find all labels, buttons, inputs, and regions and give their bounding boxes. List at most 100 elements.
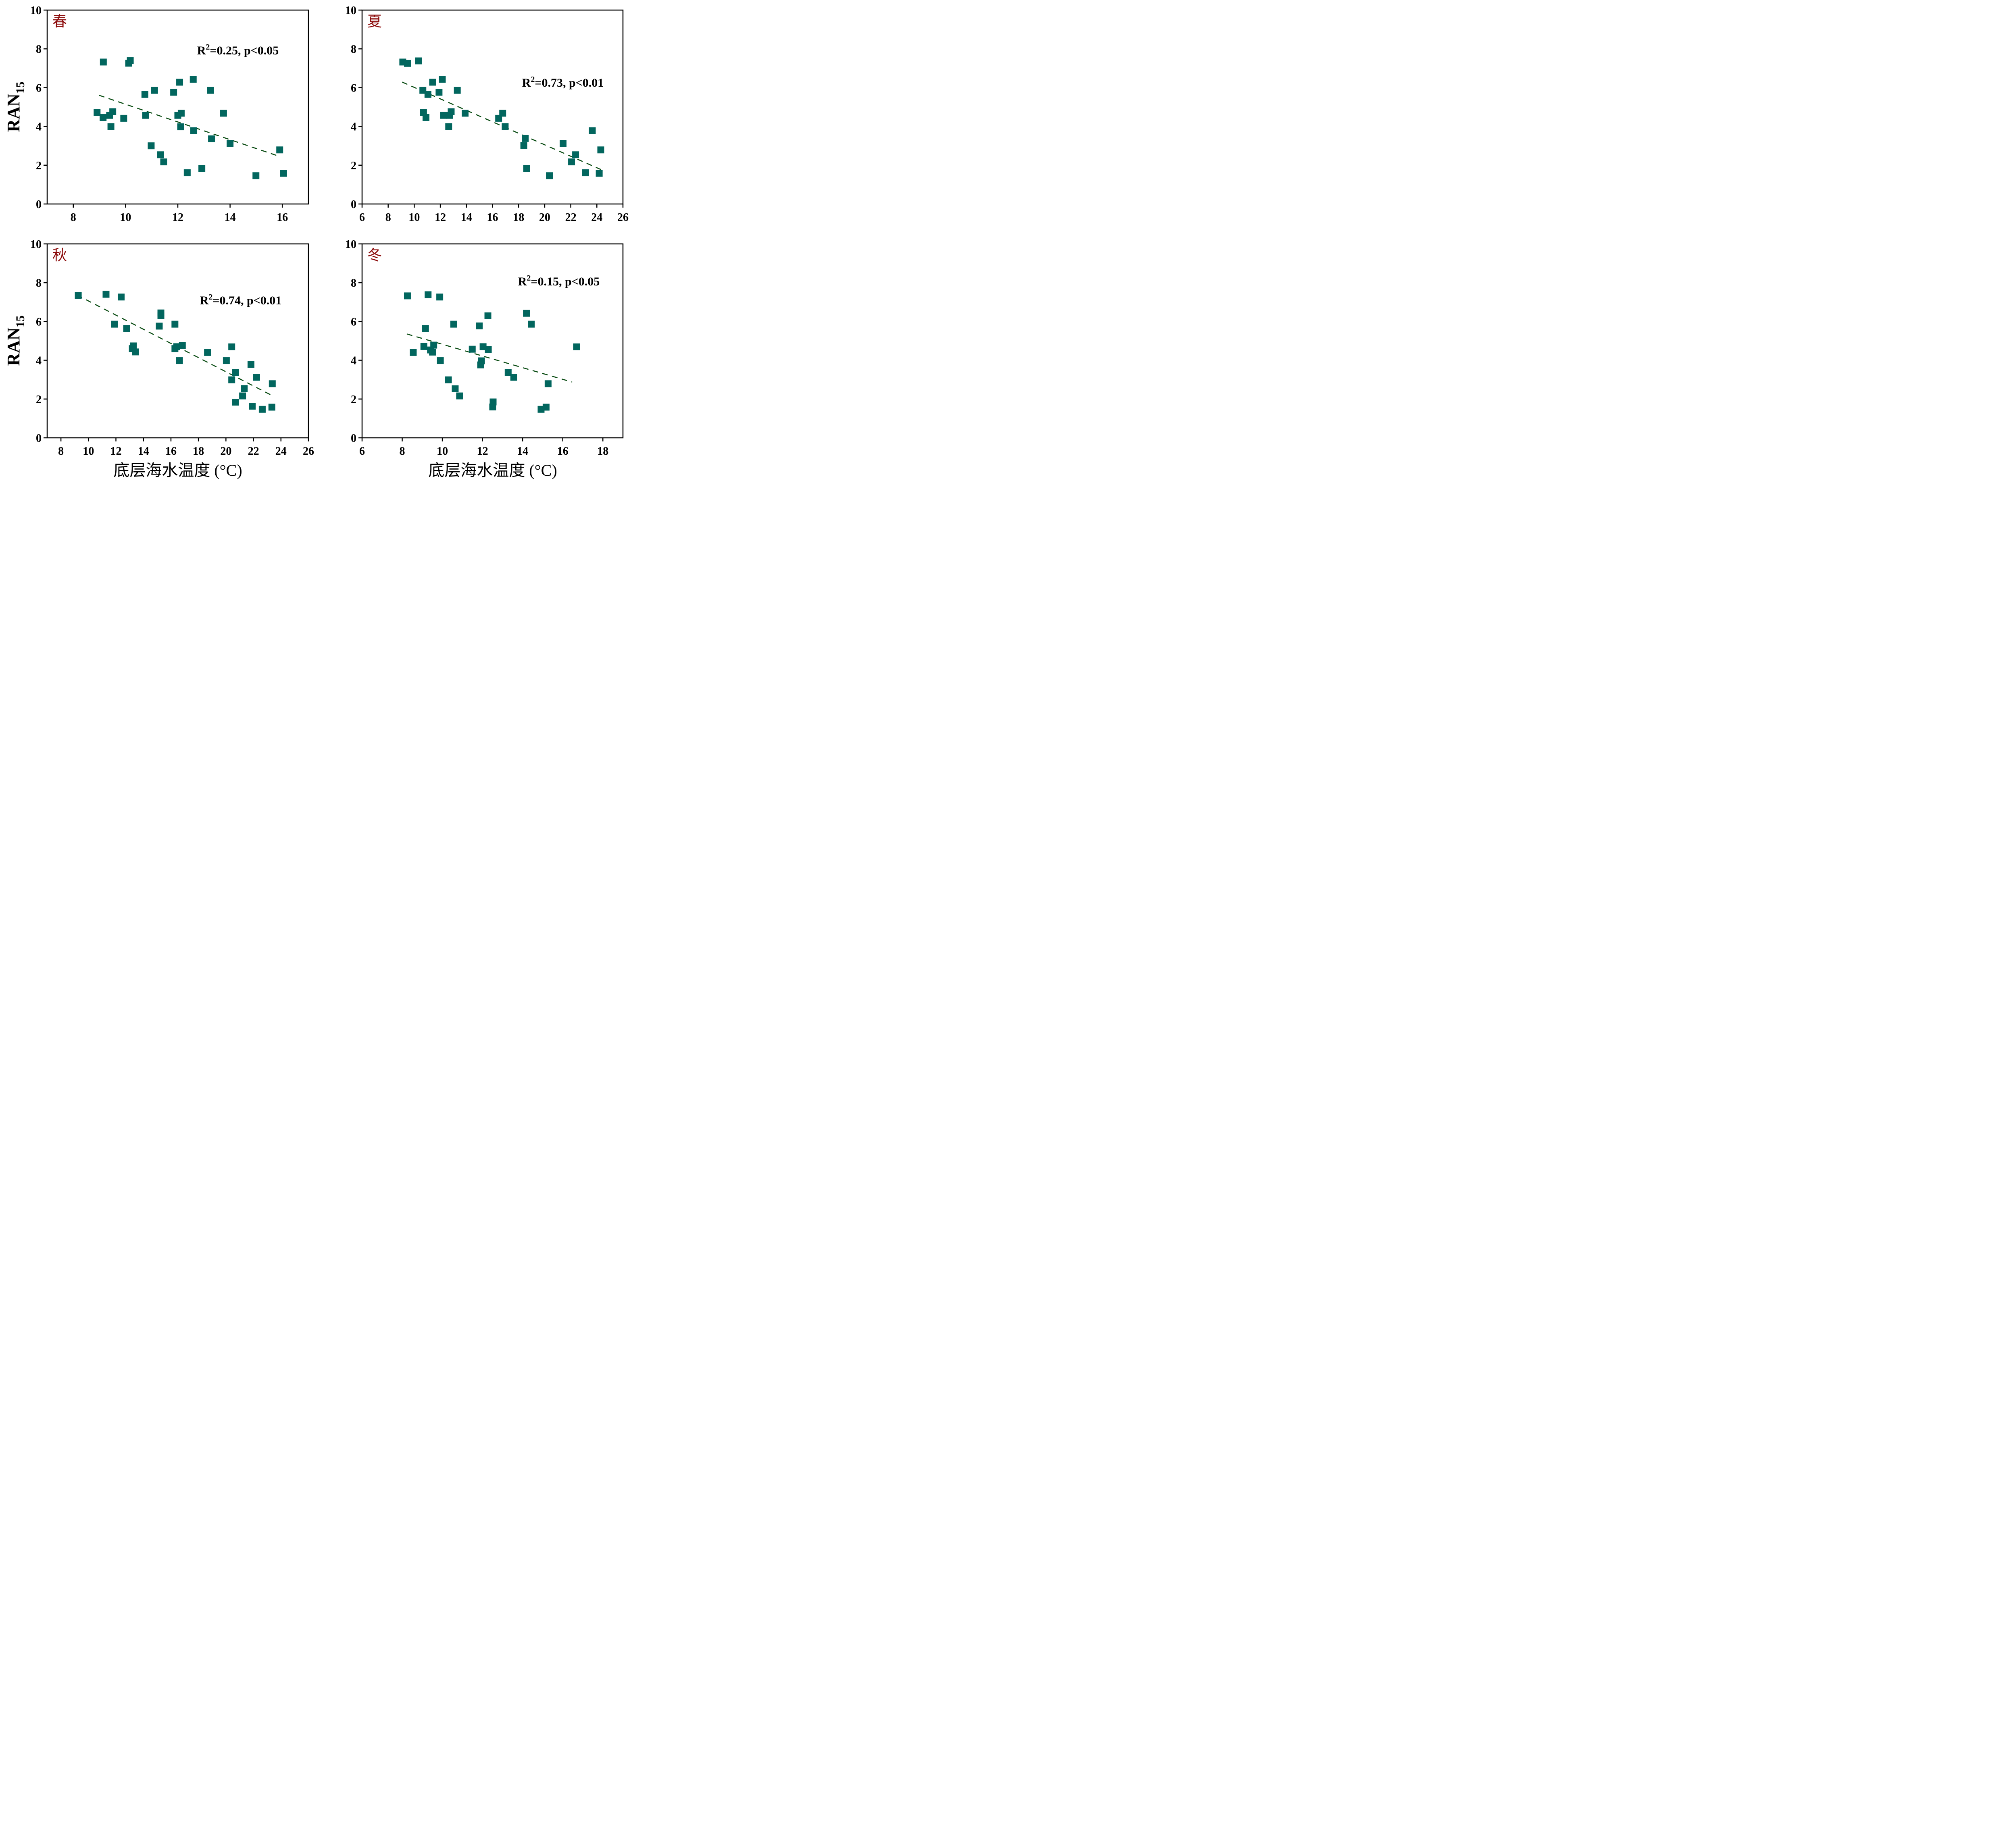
y-axis-label: RAN15: [4, 315, 27, 366]
stat-value: =0.74, p<0.01: [212, 294, 281, 307]
x-tick-label: 10: [120, 211, 131, 224]
data-point: [141, 91, 148, 98]
data-point: [504, 369, 512, 376]
data-point: [280, 170, 287, 177]
data-point: [596, 170, 603, 177]
data-point: [452, 385, 459, 392]
data-point: [410, 349, 417, 356]
data-point: [479, 343, 487, 350]
data-point: [227, 140, 234, 147]
data-point: [435, 89, 443, 96]
x-tick-label: 8: [385, 211, 391, 224]
y-tick-label: 8: [36, 43, 42, 56]
data-point: [436, 293, 444, 301]
data-point: [448, 108, 455, 115]
stat-superscript: 2: [206, 43, 210, 52]
stat-r: R: [200, 294, 209, 307]
data-point: [157, 151, 164, 158]
x-tick-label: 14: [225, 211, 236, 224]
data-point: [156, 323, 163, 330]
data-point: [420, 343, 427, 350]
data-point: [276, 146, 283, 154]
data-point: [204, 349, 211, 356]
data-point: [228, 343, 235, 350]
x-tick-label: 20: [220, 445, 231, 458]
data-point: [102, 291, 110, 298]
data-point: [456, 392, 463, 400]
season-label: 春: [52, 13, 67, 30]
data-point: [132, 348, 139, 356]
data-point: [597, 146, 604, 154]
data-point: [151, 87, 158, 94]
data-point: [157, 312, 165, 319]
x-tick-label: 16: [557, 445, 569, 458]
y-tick-label: 8: [351, 43, 356, 56]
y-tick-label: 4: [36, 355, 42, 367]
y-tick-label: 4: [351, 355, 356, 367]
y-tick-label: 0: [36, 198, 42, 211]
x-tick-label: 8: [58, 445, 64, 458]
data-point: [142, 112, 149, 119]
data-point: [502, 123, 509, 130]
data-point: [253, 374, 260, 381]
season-label: 夏: [367, 13, 382, 30]
data-point: [404, 60, 411, 67]
x-tick-label: 16: [487, 211, 498, 224]
data-point: [439, 76, 446, 83]
data-point: [190, 127, 198, 134]
data-point: [560, 140, 567, 147]
data-point: [223, 357, 230, 364]
y-tick-label: 6: [351, 316, 356, 328]
data-point: [454, 87, 461, 94]
y-tick-label: 10: [30, 238, 42, 251]
x-tick-label: 12: [477, 445, 488, 458]
data-point: [422, 325, 429, 332]
data-point: [462, 110, 469, 117]
y-tick-label: 0: [351, 198, 356, 211]
data-point: [109, 108, 117, 115]
data-point: [177, 123, 184, 131]
stat-superscript: 2: [527, 274, 531, 283]
x-tick-label: 14: [461, 211, 472, 224]
x-tick-label: 12: [435, 211, 446, 224]
data-point: [170, 89, 177, 96]
y-axis-label-sub: 15: [14, 81, 27, 94]
x-tick-label: 12: [110, 445, 122, 458]
y-tick-label: 0: [351, 432, 356, 445]
x-tick-label: 14: [517, 445, 528, 458]
data-point: [520, 142, 527, 149]
x-tick-label: 16: [277, 211, 288, 224]
data-point: [523, 164, 530, 172]
data-point: [171, 320, 179, 328]
data-point: [160, 158, 167, 166]
x-tick-label: 10: [83, 445, 94, 458]
x-tick-label: 26: [617, 211, 629, 224]
data-point: [469, 345, 476, 353]
y-axis-label-sub: 15: [14, 315, 27, 327]
data-point: [198, 164, 206, 172]
data-point: [228, 376, 235, 383]
data-point: [568, 158, 575, 166]
stat-r: R: [522, 76, 531, 89]
data-point: [489, 404, 496, 411]
x-tick-label: 24: [591, 211, 602, 224]
data-point: [415, 57, 422, 65]
stat-value: =0.73, p<0.01: [535, 76, 604, 89]
x-tick-label: 18: [193, 445, 204, 458]
data-point: [117, 293, 125, 301]
data-point: [484, 312, 492, 319]
regression-stat: R2=0.73, p<0.01: [522, 75, 604, 89]
x-tick-label: 6: [359, 445, 365, 458]
x-tick-label: 18: [513, 211, 524, 224]
y-tick-label: 4: [351, 121, 356, 133]
data-point: [582, 169, 589, 177]
data-point: [542, 404, 550, 411]
x-axis-label: 底层海水温度 (°C): [428, 461, 557, 479]
data-point: [423, 114, 430, 121]
y-tick-label: 6: [36, 82, 42, 94]
y-tick-label: 6: [36, 316, 42, 328]
data-point: [176, 357, 183, 364]
data-point: [573, 343, 580, 350]
data-point: [425, 291, 432, 298]
x-tick-label: 18: [597, 445, 608, 458]
